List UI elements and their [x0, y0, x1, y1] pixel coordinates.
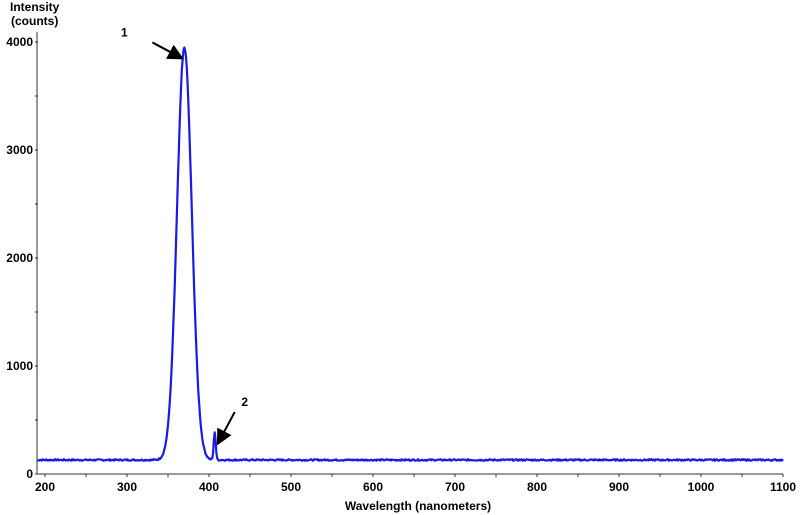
axes: 200 300 400 500 600 700 800 900 1000 1100 0 1000 200… [6, 32, 796, 494]
x-tick-label: 500 [281, 480, 301, 494]
x-tick-label: 600 [363, 480, 383, 494]
x-tick-label: 800 [527, 480, 547, 494]
series-spectrum [36, 46, 784, 462]
x-axis-title: Wavelength (nanometers) [345, 499, 491, 513]
y-tick-label: 1000 [6, 359, 33, 373]
y-tick-label: 0 [26, 467, 33, 481]
x-tick-label: 200 [35, 480, 55, 494]
y-tick-label: 4000 [6, 35, 33, 49]
annotations: 12 [121, 25, 248, 446]
x-tick-label: 700 [445, 480, 465, 494]
annotation-label-2: 2 [241, 395, 248, 409]
y-axis-title: Intensity (counts) [10, 0, 59, 28]
x-tick-label: 1000 [688, 480, 715, 494]
annotation-arrow-1 [151, 41, 184, 60]
annotation-arrow-2 [216, 411, 236, 446]
annotation-label-1: 1 [121, 25, 128, 39]
x-tick-label: 300 [117, 480, 137, 494]
x-tick-label: 900 [609, 480, 629, 494]
y-axis-title-line1: Intensity [10, 0, 60, 14]
spectrum-line [36, 46, 784, 462]
x-tick-label: 400 [199, 480, 219, 494]
y-tick-label: 2000 [6, 251, 33, 265]
y-axis-title-line2: (counts) [11, 14, 59, 28]
x-tick-label: 1100 [770, 480, 796, 494]
y-tick-label: 3000 [6, 143, 33, 157]
